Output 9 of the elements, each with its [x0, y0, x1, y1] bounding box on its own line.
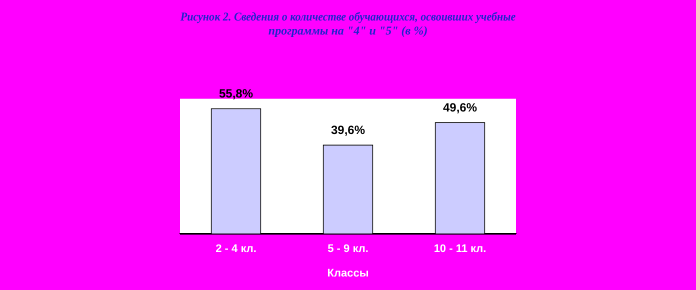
text: программы на "4" и "5" (в %): [268, 24, 428, 38]
x-axis-title: Классы: [327, 267, 369, 280]
x-tick-label: 10 - 11 кл.: [434, 243, 486, 256]
x-tick-label: 2 - 4 кл.: [216, 243, 256, 256]
x-tick-label: 5 - 9 кл.: [328, 243, 368, 256]
text: Рисунок 2. Сведения о количестве обучающихся, освоивших учебные: [180, 10, 516, 24]
data-label: 39,6%: [330, 122, 366, 137]
data-label: 55,8%: [218, 86, 254, 101]
data-label: 49,6%: [442, 100, 478, 114]
